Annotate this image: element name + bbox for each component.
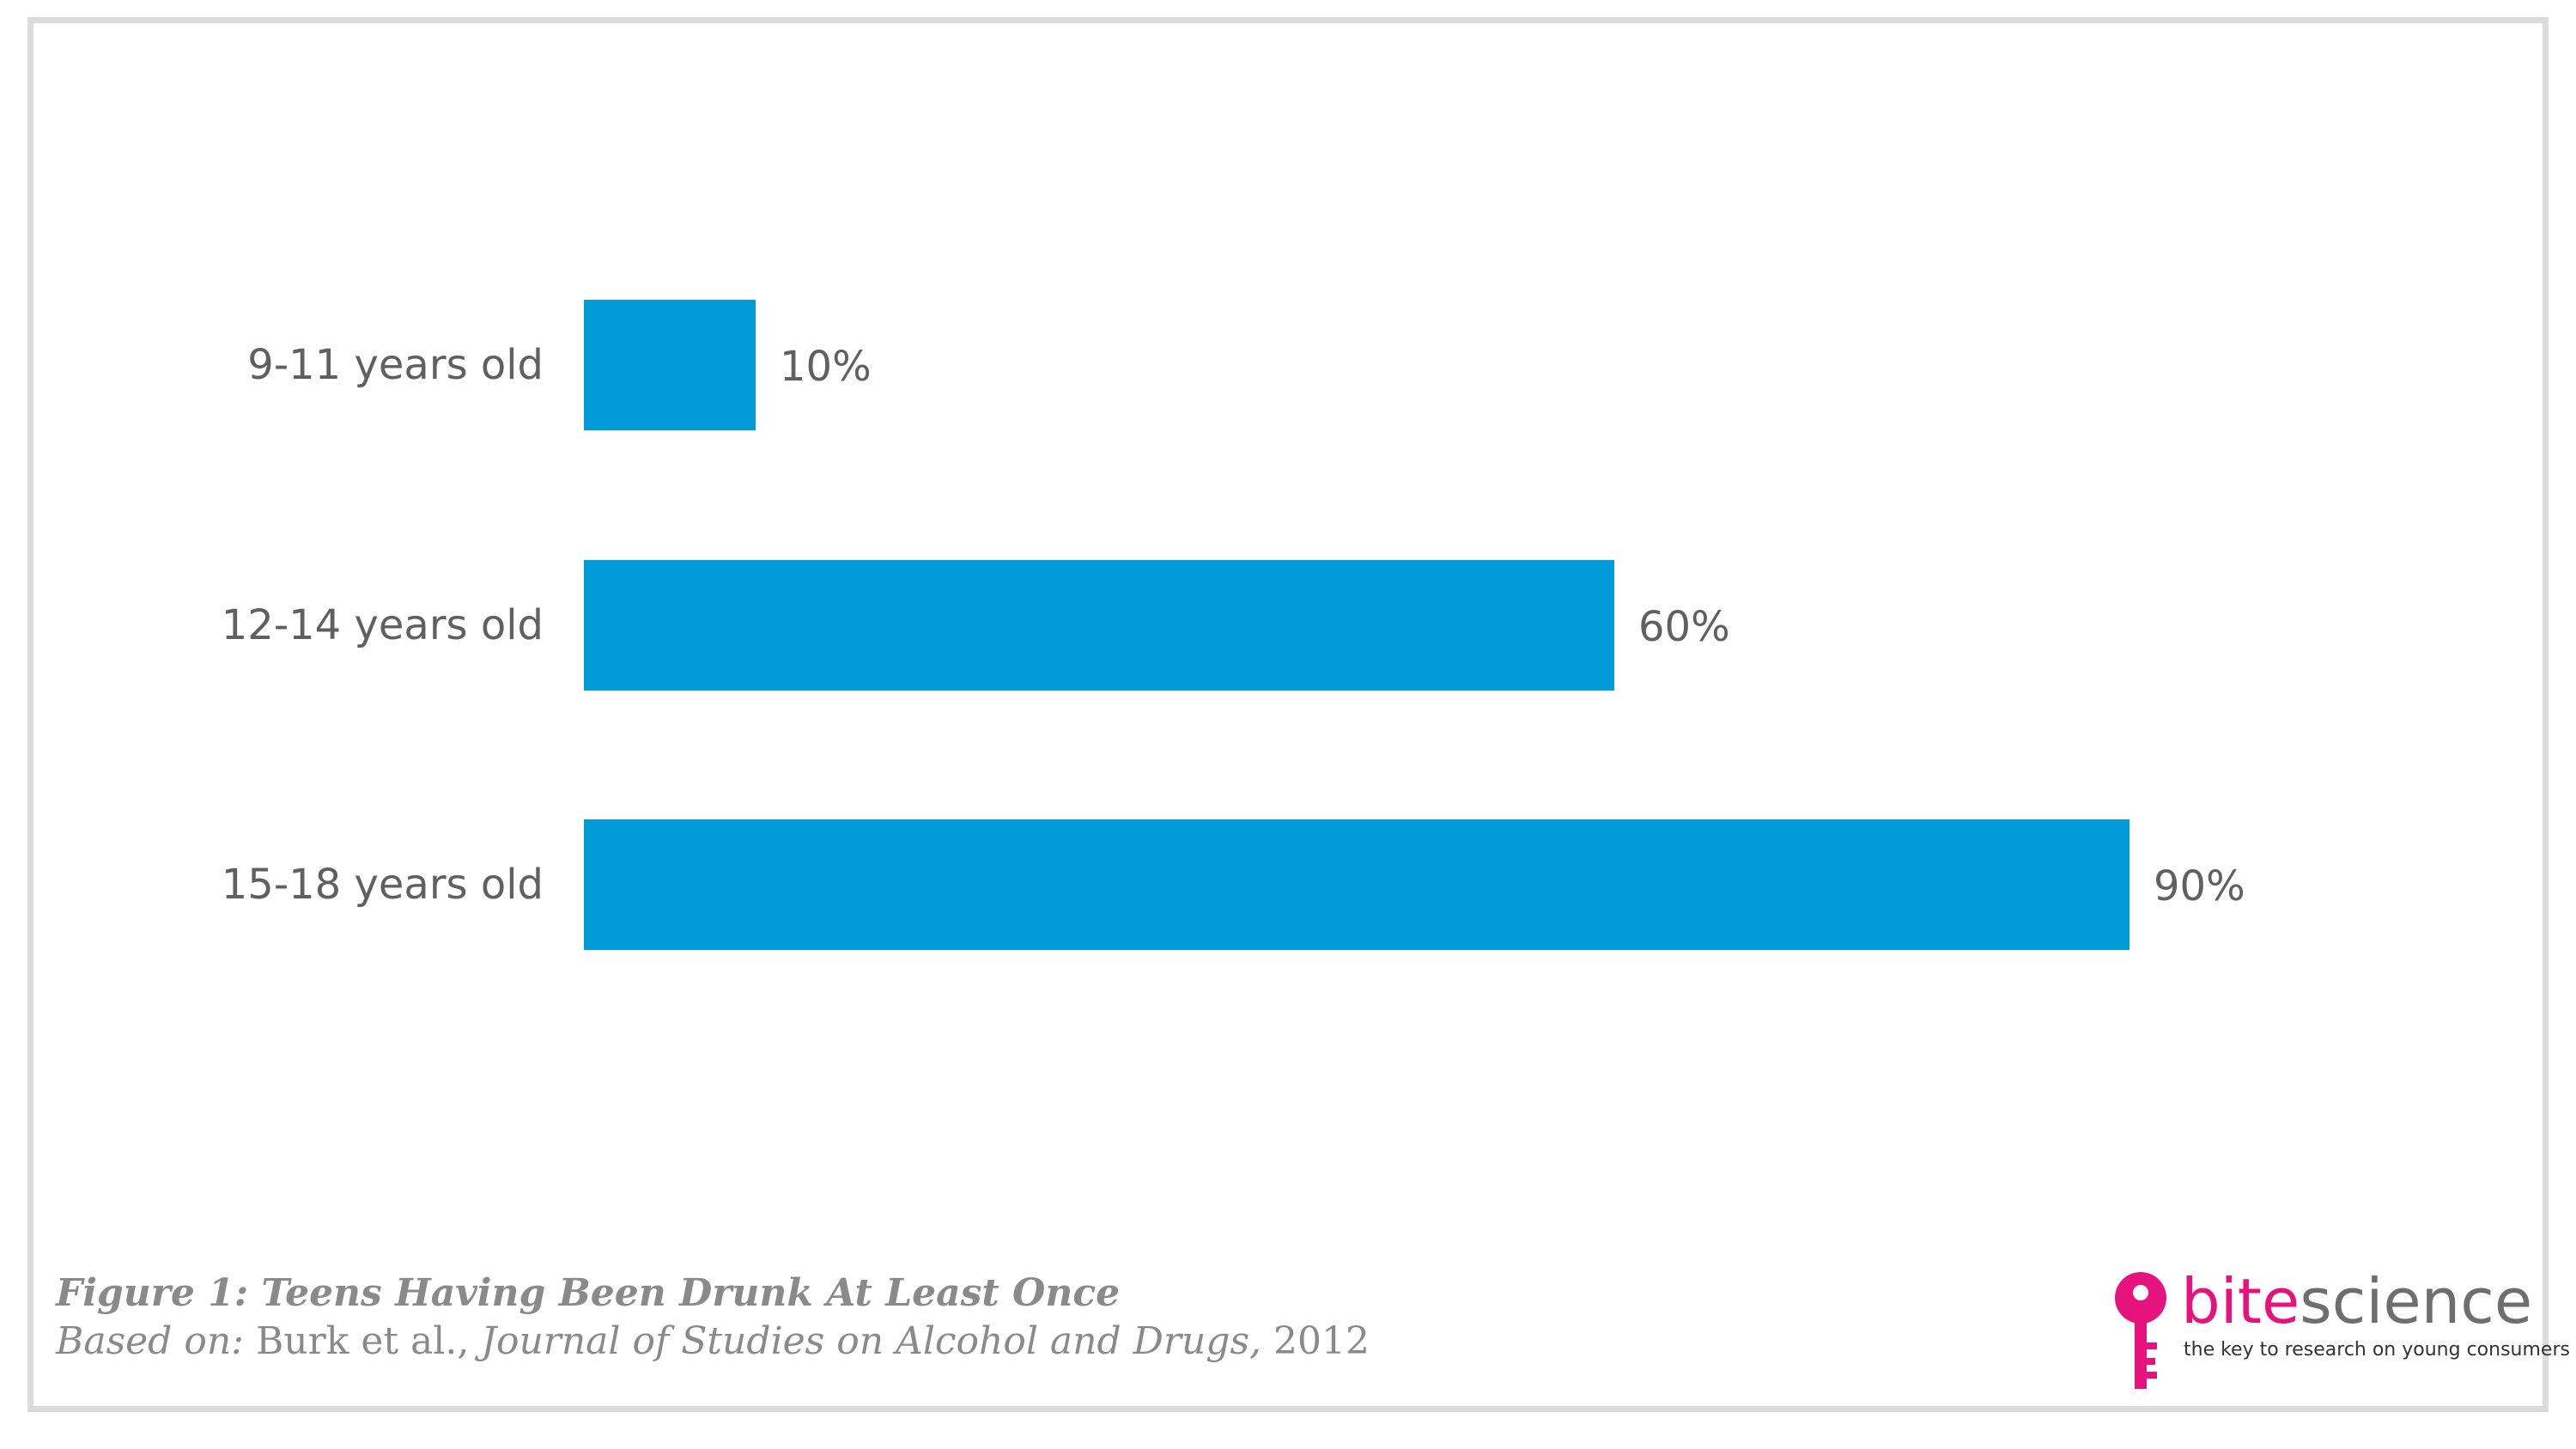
bar-3 xyxy=(584,819,2129,950)
figure-title: Figure 1: Teens Having Been Drunk At Lea… xyxy=(56,1271,1121,1315)
figure-caption: Figure 1: Teens Having Been Drunk At Lea… xyxy=(56,1269,1370,1366)
source-line: Based on: Burk et al., Journal of Studie… xyxy=(56,1318,1370,1366)
category-label-3: 15-18 years old xyxy=(222,861,544,909)
key-icon xyxy=(2115,1272,2166,1389)
source-authors: Burk et al., xyxy=(256,1319,470,1363)
value-label-1: 10% xyxy=(780,343,872,391)
category-label-2: 12-14 years old xyxy=(222,601,544,649)
chart-frame xyxy=(27,17,2549,1412)
value-label-2: 60% xyxy=(1638,603,1730,651)
logo-wordmark: bitescience xyxy=(2181,1267,2532,1336)
bar-2 xyxy=(584,560,1614,691)
logo-word-bite: bite xyxy=(2181,1265,2300,1337)
category-label-1: 9-11 years old xyxy=(247,341,544,389)
value-label-3: 90% xyxy=(2154,862,2245,910)
logo-tagline: the key to research on young consumers xyxy=(2184,1339,2570,1361)
source-year: 2012 xyxy=(1273,1319,1370,1363)
bar-1 xyxy=(584,300,756,430)
source-journal: Journal of Studies on Alcohol and Drugs, xyxy=(481,1319,1262,1363)
logo-word-science: science xyxy=(2300,1265,2533,1337)
based-on-label: Based on: xyxy=(56,1319,244,1363)
bitescience-logo: bitescience the key to research on young… xyxy=(2108,1267,2570,1396)
